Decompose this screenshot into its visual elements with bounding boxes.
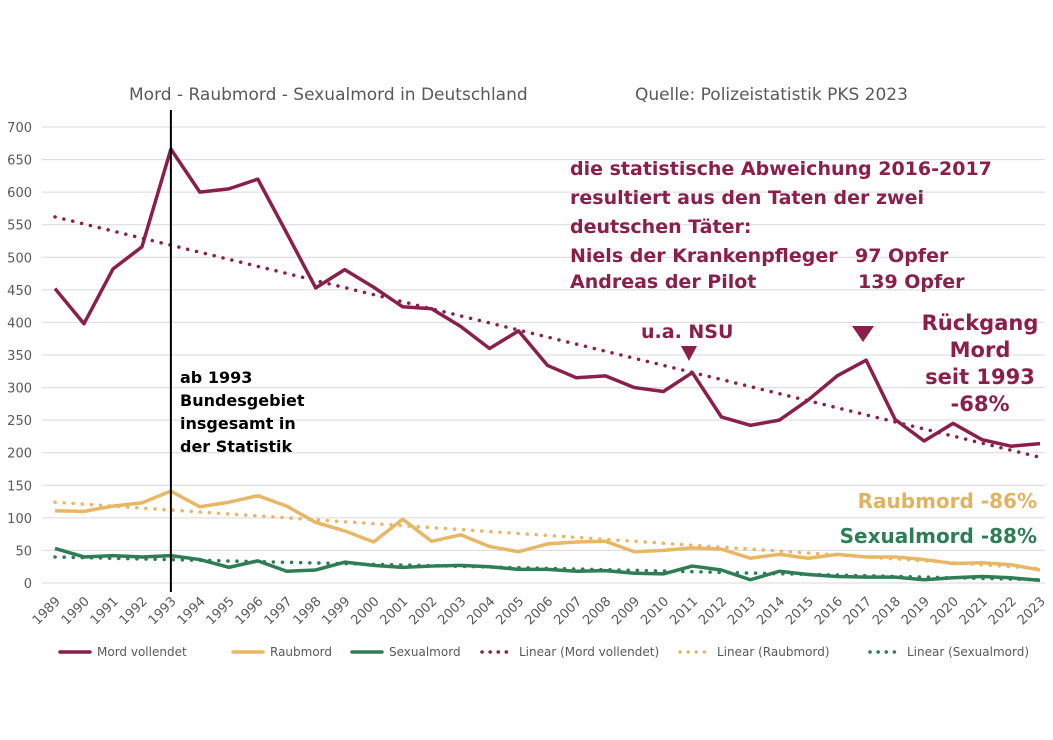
x-tick-label: 2018: [870, 594, 904, 628]
deviation-text-2: resultiert aus den Taten der zwei: [570, 187, 924, 209]
y-tick-label: 550: [7, 219, 32, 234]
x-tick-label: 2002: [406, 594, 440, 628]
vline-text-4: der Statistik: [180, 437, 293, 456]
trendline: [53, 215, 1042, 460]
nsu-label: u.a. NSU: [641, 321, 733, 343]
decline-text-2: Mord: [950, 338, 1011, 362]
y-tick-label: 200: [7, 447, 32, 462]
chart-title: Mord - Raubmord - Sexualmord in Deutschl…: [129, 85, 528, 105]
x-tick-label: 2011: [667, 594, 701, 628]
x-tick-label: 2012: [696, 594, 730, 628]
y-tick-label: 50: [15, 544, 32, 559]
x-tick-label: 1990: [59, 594, 93, 628]
x-tick-label: 2010: [638, 594, 672, 628]
x-tick-label: 2014: [754, 594, 788, 628]
deviation-text-3: deutschen Täter:: [570, 216, 751, 238]
legend-label: Linear (Raubmord): [717, 645, 830, 659]
x-tick-label: 2019: [899, 594, 933, 628]
x-tick-label: 1992: [117, 594, 151, 628]
y-tick-label: 250: [7, 414, 32, 429]
x-tick-label: 2013: [725, 594, 759, 628]
perp2-name: Andreas der Pilot: [570, 271, 756, 293]
x-tick-label: 1991: [88, 594, 122, 628]
decline-text-3: seit 1993: [925, 365, 1035, 389]
x-tick-label: 2000: [348, 594, 382, 628]
trendline: [53, 500, 1042, 571]
x-tick-label: 1996: [233, 594, 267, 628]
perp1-victims: 97 Opfer: [855, 245, 949, 267]
decline-text-1: Rückgang: [922, 311, 1039, 335]
2017-marker-icon: [852, 326, 874, 342]
x-tick-label: 1999: [320, 594, 354, 628]
y-tick-label: 500: [7, 251, 32, 266]
legend-label: Raubmord: [270, 645, 332, 659]
x-tick-label: 2003: [435, 594, 469, 628]
x-tick-label: 1995: [204, 594, 238, 628]
y-tick-label: 400: [7, 316, 32, 331]
x-tick-label: 2017: [841, 594, 875, 628]
y-tick-label: 150: [7, 479, 32, 494]
legend-label: Mord vollendet: [97, 645, 187, 659]
y-axis: 0 50 100 150 200 250 300 350 400 450 500 550 600 650 7…: [7, 121, 32, 592]
x-tick-label: 2004: [464, 594, 498, 628]
x-tick-label: 2021: [957, 594, 991, 628]
y-tick-label: 600: [7, 186, 32, 201]
chart-source: Quelle: Polizeistatistik PKS 2023: [635, 85, 908, 105]
x-tick-label: 2022: [986, 594, 1020, 628]
vline-text-3: insgesamt in: [180, 414, 296, 433]
nsu-marker-icon: [681, 346, 697, 361]
x-tick-label: 2015: [783, 594, 817, 628]
x-tick-label: 2007: [551, 594, 585, 628]
decline-annotation: Rückgang Mord seit 1993 -68%: [922, 311, 1039, 416]
gridlines: [42, 126, 1045, 584]
perp1-name: Niels der Krankenpfleger: [570, 245, 838, 267]
x-tick-label: 2023: [1015, 594, 1049, 628]
y-tick-label: 700: [7, 121, 32, 136]
legend-label: Linear (Mord vollendet): [519, 645, 659, 659]
series-line-raubmord: [54, 489, 1041, 572]
perp2-victims: 139 Opfer: [858, 271, 965, 293]
x-tick-label: 2008: [580, 594, 614, 628]
x-tick-label: 1993: [146, 594, 180, 628]
legend: Mord vollendet Raubmord Sexualmord Linear (…: [58, 645, 1029, 659]
y-tick-label: 100: [7, 512, 32, 527]
deviation-text-1: die statistische Abweichung 2016-2017: [570, 158, 992, 180]
x-tick-label: 2005: [493, 594, 527, 628]
y-tick-label: 450: [7, 284, 32, 299]
decline-text-4: -68%: [951, 392, 1010, 416]
x-tick-label: 1998: [291, 594, 325, 628]
legend-label: Linear (Sexualmord): [907, 645, 1029, 659]
series-line-mord-vollendet: [53, 147, 1041, 448]
x-tick-label: 2009: [609, 594, 643, 628]
vline-annotation: ab 1993 Bundesgebiet insgesamt in der St…: [180, 368, 305, 456]
x-tick-label: 2006: [522, 594, 556, 628]
x-tick-label: 1989: [30, 594, 64, 628]
x-tick-label: 1997: [262, 594, 296, 628]
x-tick-label: 2001: [377, 594, 411, 628]
vline-text-2: Bundesgebiet: [180, 391, 305, 410]
y-tick-label: 300: [7, 382, 32, 397]
x-tick-label: 1994: [175, 594, 209, 628]
y-tick-label: 0: [24, 577, 32, 592]
y-tick-label: 350: [7, 349, 32, 364]
raub-decline: Raubmord -86%: [858, 489, 1037, 513]
vline-text-1: ab 1993: [180, 368, 252, 387]
series-line-sexualmord: [54, 546, 1041, 583]
series-lines: [53, 147, 1041, 583]
x-tick-label: 2020: [928, 594, 962, 628]
y-tick-label: 650: [7, 154, 32, 169]
x-tick-label: 2016: [812, 594, 846, 628]
legend-label: Sexualmord: [389, 645, 461, 659]
x-axis: 1989199019911992199319941995199619971998…: [30, 594, 1049, 628]
sexual-decline: Sexualmord -88%: [840, 524, 1037, 548]
deviation-annotation: die statistische Abweichung 2016-2017 re…: [570, 158, 992, 343]
